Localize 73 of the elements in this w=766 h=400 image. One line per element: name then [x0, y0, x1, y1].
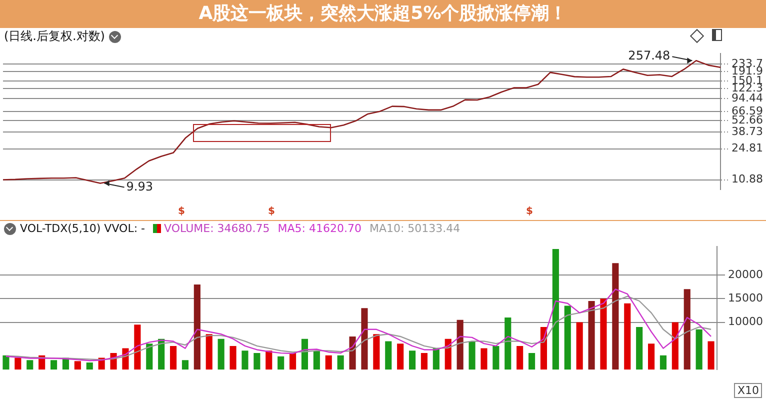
y-tick-label: 20000: [728, 268, 764, 281]
text: MA10: 50133.44: [369, 222, 460, 235]
bar: [349, 336, 356, 370]
bar: [86, 362, 93, 370]
y-axis-title: X10: [734, 383, 762, 398]
bar: [266, 350, 272, 370]
bar: [576, 322, 583, 370]
y-tick-label: 24.81: [732, 142, 764, 155]
bar: [528, 353, 536, 370]
bar: [134, 324, 141, 370]
bar: [492, 346, 500, 370]
bar: [14, 358, 22, 370]
bar: [230, 346, 236, 370]
y-tick-label: 15000: [728, 292, 764, 304]
bar: [278, 356, 284, 370]
bar: [26, 360, 34, 370]
y-tick-label: 38.73: [732, 124, 764, 138]
chart-subtitle: (日线.后复权.对数): [3, 28, 106, 44]
bar: [564, 306, 571, 370]
chart-title: A股这一板块，突然大涨超5%个股掀涨停潮！: [0, 0, 766, 28]
bar: [420, 353, 428, 370]
bar: [194, 284, 200, 370]
bar: [289, 353, 296, 370]
bar: [612, 263, 619, 370]
bar: [636, 327, 643, 370]
bar: [170, 346, 177, 370]
bar: [432, 348, 440, 370]
bar: [313, 350, 320, 370]
bar: [468, 341, 476, 370]
y-tick-label: 10.88: [732, 172, 764, 186]
bar: [408, 350, 416, 370]
bar: [480, 348, 488, 370]
text: $: [268, 206, 275, 218]
bar: [2, 355, 10, 370]
bar: [696, 329, 702, 370]
bar: [708, 341, 714, 370]
bar: [624, 303, 631, 370]
bar: [325, 355, 332, 370]
bar: [301, 338, 308, 370]
text: $: [178, 206, 185, 218]
bar: [337, 355, 344, 370]
bar: [588, 301, 595, 370]
bar: [146, 344, 153, 370]
bar: [444, 338, 452, 370]
bar: [254, 353, 260, 370]
y-tick-label: 94.44: [732, 91, 764, 104]
bar: [373, 334, 380, 370]
bar: [672, 322, 678, 370]
bar: [516, 346, 524, 370]
bar: [684, 289, 690, 370]
bar: [385, 341, 392, 370]
bar: [158, 338, 165, 370]
bar: [361, 308, 368, 370]
data-label: 9.93: [126, 179, 154, 194]
text: $: [526, 206, 533, 218]
bar: [74, 361, 81, 370]
bar: [552, 248, 559, 370]
bar: [600, 298, 607, 370]
chart-title: VOL-TDX(5,10) VVOL: -: [20, 222, 145, 235]
bar: [660, 355, 667, 370]
bar: [206, 334, 212, 370]
bar: [182, 360, 189, 370]
legend-label: VOLUME: 34680.75: [163, 222, 270, 235]
data-label: 257.48: [628, 48, 670, 63]
y-tick-label: 10000: [728, 315, 764, 328]
bar: [648, 344, 655, 370]
bar: [218, 338, 224, 370]
bar: [242, 350, 248, 370]
bar: [456, 320, 464, 370]
bar: [397, 344, 404, 370]
text: MA5: 41620.70: [278, 222, 362, 235]
bar: [50, 360, 58, 370]
bar: [504, 318, 512, 370]
